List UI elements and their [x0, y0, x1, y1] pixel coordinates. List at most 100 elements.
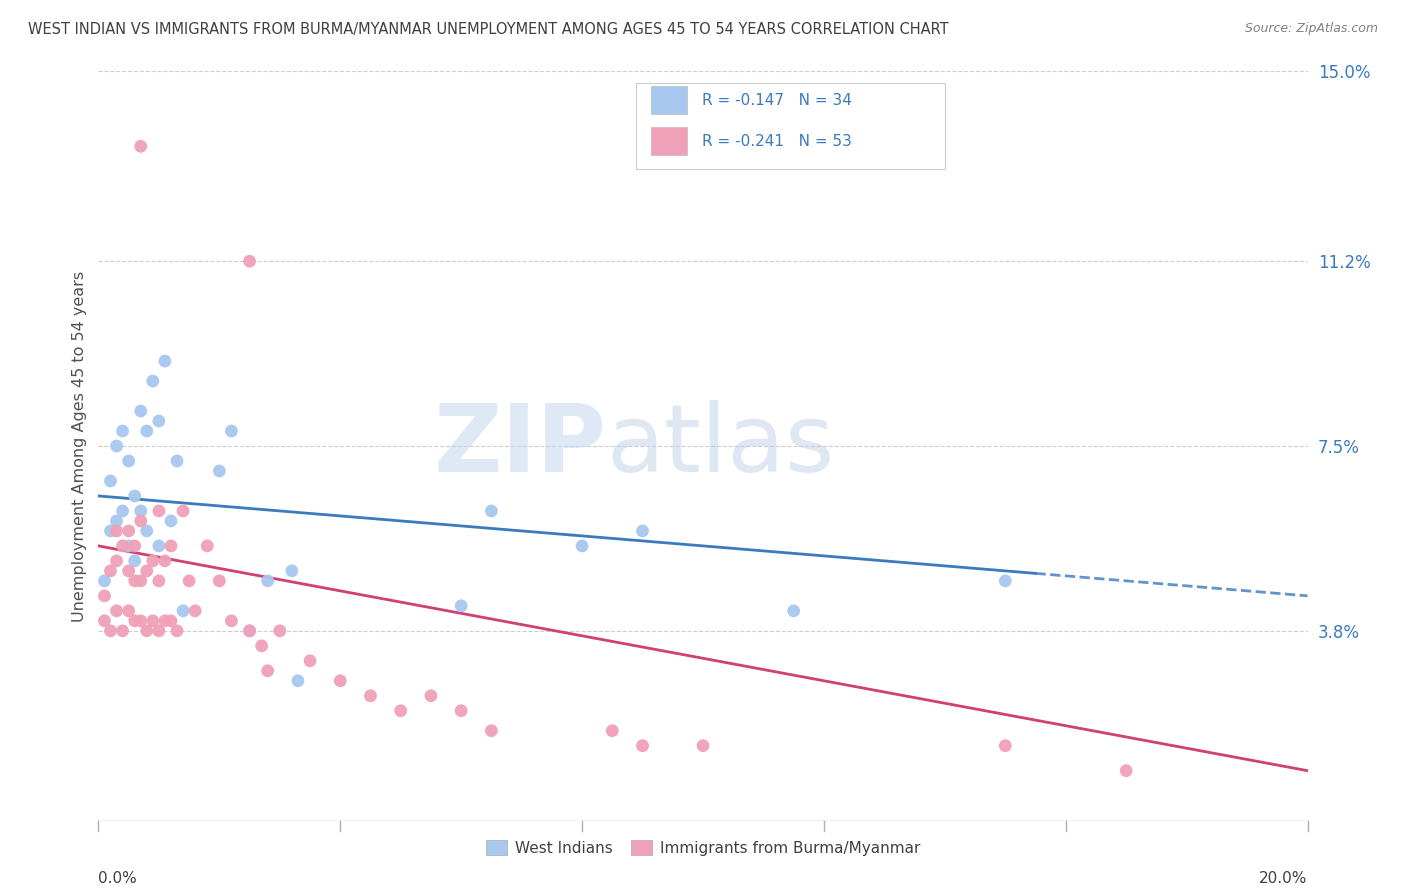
- Legend: West Indians, Immigrants from Burma/Myanmar: West Indians, Immigrants from Burma/Myan…: [479, 834, 927, 862]
- Point: [631, 524, 654, 538]
- Point: [129, 504, 152, 518]
- Point: [135, 524, 157, 538]
- FancyBboxPatch shape: [651, 86, 688, 114]
- Point: [100, 474, 122, 488]
- Point: [129, 614, 152, 628]
- Point: [129, 514, 152, 528]
- Point: [124, 489, 146, 503]
- Point: [299, 654, 322, 668]
- Point: [111, 424, 134, 438]
- Point: [160, 614, 183, 628]
- Point: [105, 604, 128, 618]
- Point: [100, 624, 122, 638]
- Point: [631, 739, 654, 753]
- Point: [118, 564, 141, 578]
- Point: [179, 574, 201, 588]
- Point: [142, 614, 165, 628]
- Point: [118, 454, 141, 468]
- Text: WEST INDIAN VS IMMIGRANTS FROM BURMA/MYANMAR UNEMPLOYMENT AMONG AGES 45 TO 54 YE: WEST INDIAN VS IMMIGRANTS FROM BURMA/MYA…: [28, 22, 949, 37]
- Point: [124, 574, 146, 588]
- Point: [250, 639, 273, 653]
- Point: [360, 689, 382, 703]
- Point: [329, 673, 352, 688]
- Point: [135, 624, 157, 638]
- Point: [450, 599, 472, 613]
- Point: [602, 723, 624, 738]
- Point: [105, 524, 128, 538]
- Point: [195, 539, 218, 553]
- Point: [481, 723, 503, 738]
- Point: [153, 614, 176, 628]
- Point: [256, 574, 278, 588]
- Text: Source: ZipAtlas.com: Source: ZipAtlas.com: [1244, 22, 1378, 36]
- Point: [172, 504, 194, 518]
- Point: [783, 604, 806, 618]
- Point: [93, 589, 115, 603]
- Point: [153, 354, 176, 368]
- Point: [239, 624, 262, 638]
- Point: [450, 704, 472, 718]
- Point: [571, 539, 593, 553]
- Point: [172, 604, 194, 618]
- Text: 0.0%: 0.0%: [98, 871, 138, 886]
- Point: [118, 539, 141, 553]
- Point: [118, 524, 141, 538]
- Point: [287, 673, 309, 688]
- Point: [124, 554, 146, 568]
- Point: [142, 374, 165, 388]
- Point: [281, 564, 304, 578]
- Point: [208, 464, 231, 478]
- Point: [148, 504, 170, 518]
- Point: [1115, 764, 1137, 778]
- Text: atlas: atlas: [606, 400, 835, 492]
- Point: [105, 439, 128, 453]
- Point: [166, 624, 188, 638]
- Point: [148, 624, 170, 638]
- Point: [93, 574, 115, 588]
- Point: [148, 539, 170, 553]
- Text: ZIP: ZIP: [433, 400, 606, 492]
- FancyBboxPatch shape: [651, 127, 688, 155]
- Point: [256, 664, 278, 678]
- Point: [111, 624, 134, 638]
- Point: [692, 739, 714, 753]
- Point: [100, 524, 122, 538]
- Point: [994, 739, 1017, 753]
- Text: R = -0.147   N = 34: R = -0.147 N = 34: [702, 93, 852, 108]
- Point: [148, 574, 170, 588]
- Point: [389, 704, 412, 718]
- Point: [100, 564, 122, 578]
- Point: [124, 614, 146, 628]
- Point: [105, 514, 128, 528]
- Point: [129, 139, 152, 153]
- Point: [420, 689, 443, 703]
- Point: [93, 614, 115, 628]
- Point: [184, 604, 207, 618]
- Point: [221, 614, 243, 628]
- Point: [239, 624, 262, 638]
- Point: [118, 604, 141, 618]
- Point: [153, 554, 176, 568]
- FancyBboxPatch shape: [637, 83, 945, 169]
- Point: [135, 424, 157, 438]
- Point: [239, 254, 262, 268]
- Point: [111, 504, 134, 518]
- Y-axis label: Unemployment Among Ages 45 to 54 years: Unemployment Among Ages 45 to 54 years: [72, 270, 87, 622]
- Point: [208, 574, 231, 588]
- Point: [160, 539, 183, 553]
- Point: [135, 564, 157, 578]
- Text: R = -0.241   N = 53: R = -0.241 N = 53: [702, 135, 852, 149]
- Point: [105, 554, 128, 568]
- Point: [160, 514, 183, 528]
- Point: [129, 404, 152, 418]
- Point: [269, 624, 291, 638]
- Point: [124, 539, 146, 553]
- Point: [129, 574, 152, 588]
- Point: [221, 424, 243, 438]
- Text: 20.0%: 20.0%: [1260, 871, 1308, 886]
- Point: [166, 454, 188, 468]
- Point: [148, 414, 170, 428]
- Point: [481, 504, 503, 518]
- Point: [111, 539, 134, 553]
- Point: [142, 554, 165, 568]
